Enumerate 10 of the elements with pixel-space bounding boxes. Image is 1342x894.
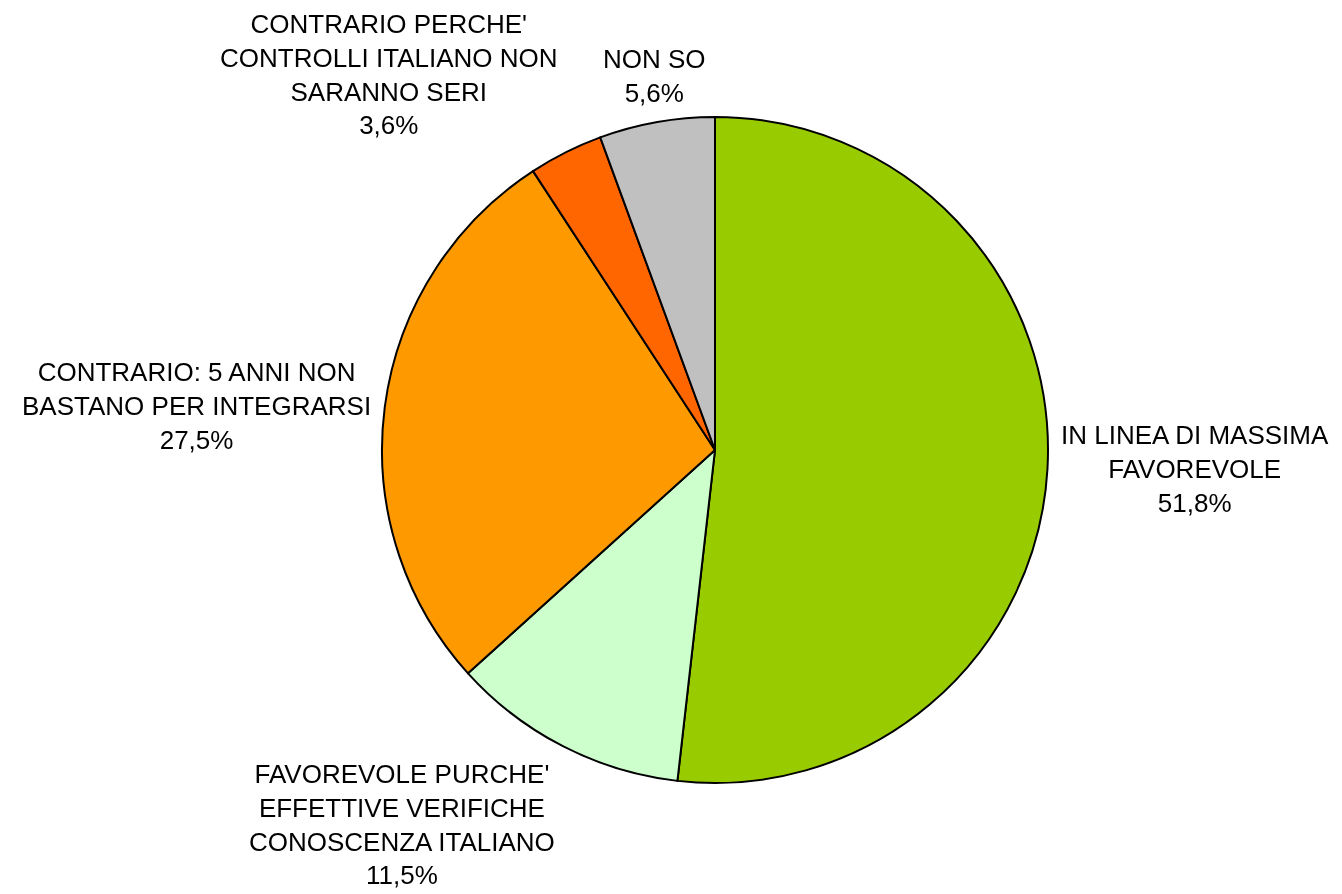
slice-label: CONTRARIO PERCHE' CONTROLLI ITALIANO NON SARANNO SERI — [220, 9, 558, 107]
slice-label: IN LINEA DI MASSIMA FAVOREVOLE — [1061, 420, 1329, 484]
slice-label: CONTRARIO: 5 ANNI NON BASTANO PER INTEGRARSI — [22, 357, 372, 421]
data-label: 11,5% — [366, 860, 438, 891]
data-label: 27,5% — [159, 424, 234, 455]
data-label: 3,6% — [359, 110, 419, 141]
data-label: 51,8% — [1157, 487, 1232, 518]
data-label: 5,6% — [624, 77, 684, 108]
slice-label: NON SO — [603, 44, 706, 74]
slice-label: FAVOREVOLE PURCHE' EFFETTIVE VERIFICHE CONOSCENZA ITALIANO — [249, 759, 555, 857]
